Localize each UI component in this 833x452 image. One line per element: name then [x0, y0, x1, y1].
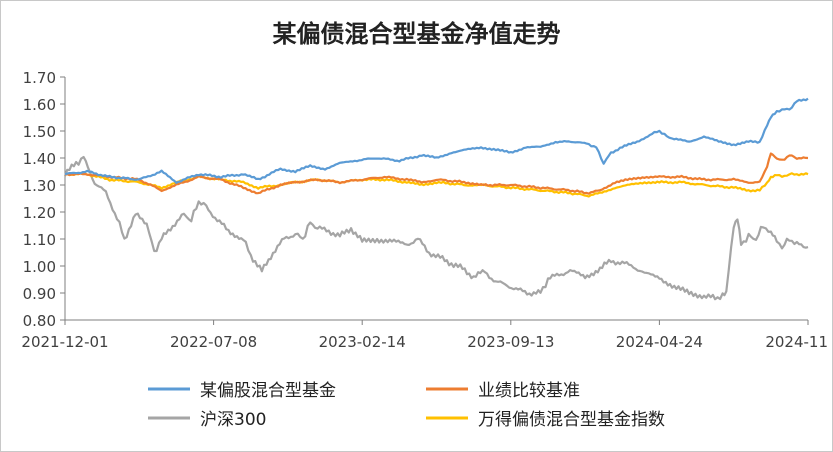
legend-label: 万得偏债混合型基金指数	[478, 410, 665, 430]
series-line	[64, 172, 809, 198]
y-tick-label: 1.60	[23, 96, 56, 114]
y-tick-label: 1.70	[23, 69, 56, 87]
x-tick-label: 2024-04-24	[616, 333, 703, 351]
x-tick-label: 2024-11	[765, 333, 828, 351]
x-tick-label: 2022-07-08	[170, 333, 257, 351]
y-tick-label: 1.40	[23, 150, 56, 168]
y-tick-label: 1.30	[23, 177, 56, 195]
legend-label: 业绩比较基准	[478, 381, 580, 401]
series-line	[63, 155, 809, 301]
legend-label: 沪深300	[200, 410, 266, 430]
series-line	[64, 97, 809, 184]
y-tick-label: 1.00	[23, 258, 56, 276]
x-tick-label: 2023-02-14	[319, 333, 406, 351]
y-tick-label: 0.90	[23, 285, 56, 303]
chart-title: 某偏债混合型基金净值走势	[272, 20, 561, 48]
legend-label: 某偏股混合型基金	[200, 381, 336, 401]
y-tick-label: 1.10	[23, 231, 56, 249]
y-tick-label: 1.20	[23, 204, 56, 222]
y-tick-label: 1.50	[23, 123, 56, 141]
x-tick-label: 2021-12-01	[21, 333, 108, 351]
x-tick-label: 2023-09-13	[467, 333, 554, 351]
y-tick-label: 0.80	[23, 312, 56, 330]
series-line	[64, 152, 809, 195]
